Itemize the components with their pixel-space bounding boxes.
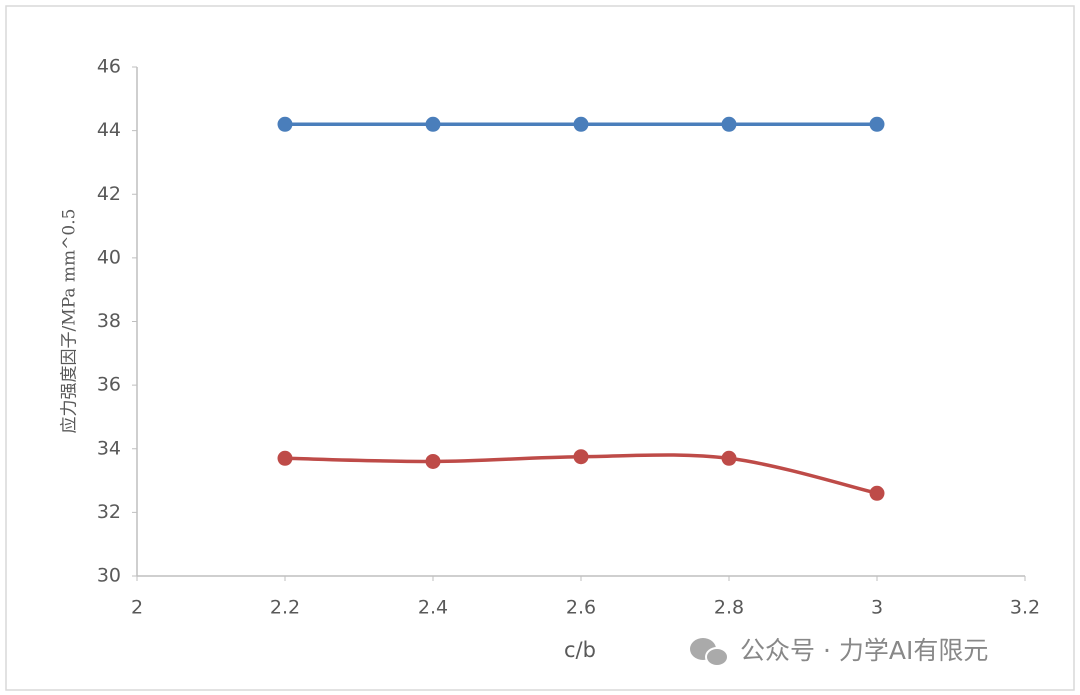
y-tick-label: 34 <box>97 437 121 459</box>
x-tick-label: 3 <box>871 597 883 619</box>
y-tick-label: 36 <box>97 374 121 396</box>
data-point <box>573 116 589 132</box>
data-point <box>721 450 737 466</box>
x-tick-label: 2.8 <box>714 597 744 619</box>
y-tick-label: 46 <box>97 56 121 78</box>
watermark: 公众号 · 力学AI有限元 <box>740 636 988 665</box>
x-tick-label: 2.4 <box>418 597 448 619</box>
data-point <box>425 453 441 469</box>
data-point <box>425 116 441 132</box>
y-axis-title: 应力强度因子/MPa mm^0.5 <box>60 209 80 434</box>
y-tick-label: 42 <box>97 183 121 205</box>
y-tick-label: 38 <box>97 310 121 332</box>
data-point <box>277 450 293 466</box>
y-tick-label: 30 <box>97 565 121 587</box>
x-axis-title: c/b <box>564 638 596 662</box>
data-point <box>573 449 589 465</box>
y-tick-label: 32 <box>97 501 121 523</box>
watermark-icon <box>690 638 729 667</box>
x-tick-label: 2.6 <box>566 597 596 619</box>
x-tick-label: 2.2 <box>270 597 300 619</box>
x-tick-label: 2 <box>131 597 143 619</box>
data-point <box>869 116 885 132</box>
data-point <box>721 116 737 132</box>
x-tick-label: 3.2 <box>1010 597 1040 619</box>
data-point <box>277 116 293 132</box>
data-point <box>869 485 885 501</box>
y-tick-label: 40 <box>97 246 121 268</box>
chart-border <box>5 5 1075 691</box>
y-tick-label: 44 <box>97 119 121 141</box>
